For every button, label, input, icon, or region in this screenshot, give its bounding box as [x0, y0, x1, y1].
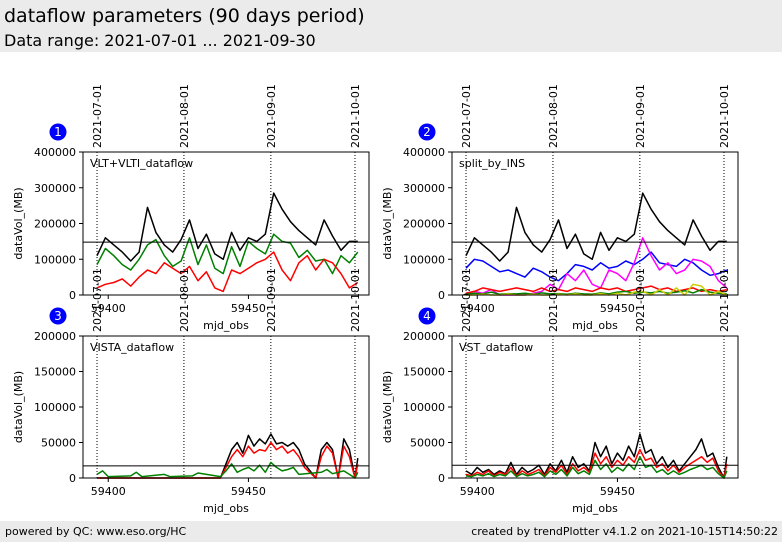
y-tick-label: 100000 [34, 253, 76, 266]
chart-panel-2: 2021-07-01 2021-08-01 2021-09-01 2021-10-01… [381, 84, 739, 332]
date-tick-label: 2021-07-01 [460, 84, 473, 148]
date-tick-label: 2021-10-01 [718, 268, 731, 332]
panel-number-badge [49, 307, 67, 325]
y-axis-label: dataVol_(MB) [12, 371, 25, 443]
series-line-black [465, 433, 728, 479]
date-tick-label: 2021-09-01 [634, 268, 647, 332]
x-tick-label: 59400 [460, 302, 495, 315]
y-axis-label: dataVol_(MB) [12, 187, 25, 259]
series-line-green [96, 233, 359, 275]
date-tick-label: 2021-10-01 [349, 84, 362, 148]
x-axis-label: mjd_obs [572, 319, 618, 332]
footer-created: created by trendPlotter v4.1.2 on 2021-1… [471, 525, 778, 538]
y-tick-label: 0 [438, 289, 445, 302]
y-tick-label: 100000 [403, 253, 445, 266]
chart-panel-1: 2021-07-01 2021-08-01 2021-09-01 2021-10-01… [12, 84, 370, 332]
date-tick-label: 2021-07-01 [91, 84, 104, 148]
panel-number-badge [418, 307, 436, 325]
y-tick-label: 300000 [403, 182, 445, 195]
y-tick-label: 150000 [34, 366, 76, 379]
panel-label: split_by_INS [459, 157, 525, 170]
x-tick-label: 59450 [600, 485, 635, 498]
header-bar: dataflow parameters (90 days period) Dat… [0, 0, 782, 52]
y-tick-label: 200000 [403, 218, 445, 231]
x-tick-label: 59400 [460, 485, 495, 498]
y-axis-label: dataVol_(MB) [381, 371, 394, 443]
y-tick-label: 400000 [34, 146, 76, 159]
footer-bar: powered by QC: www.eso.org/HC created by… [0, 521, 782, 542]
date-tick-label: 2021-08-01 [178, 84, 191, 148]
series-line-red [465, 285, 727, 294]
plot-frame [82, 335, 370, 479]
y-tick-label: 400000 [403, 146, 445, 159]
panel-number-label: 2 [423, 125, 431, 139]
footer-credit: powered by QC: www.eso.org/HC [5, 525, 187, 538]
x-axis-label: mjd_obs [203, 502, 249, 515]
series-line-red [465, 448, 728, 479]
date-tick-label: 2021-09-01 [265, 268, 278, 332]
y-tick-label: 300000 [34, 182, 76, 195]
date-tick-label: 2021-08-01 [178, 268, 191, 332]
date-tick-label: 2021-08-01 [547, 268, 560, 332]
y-tick-label: 100000 [34, 401, 76, 414]
x-axis-label: mjd_obs [203, 319, 249, 332]
plot-frame [451, 335, 739, 479]
series-line-black [96, 192, 358, 262]
y-tick-label: 50000 [41, 437, 76, 450]
date-tick-label: 2021-07-01 [460, 268, 473, 332]
series-line-black [97, 433, 359, 479]
y-tick-label: 100000 [403, 401, 445, 414]
panel-label: VLT+VLTI_dataflow [90, 157, 193, 170]
y-tick-label: 200000 [34, 218, 76, 231]
x-axis-label: mjd_obs [572, 502, 618, 515]
y-tick-label: 50000 [410, 437, 445, 450]
y-tick-label: 0 [69, 472, 76, 485]
page-title: dataflow parameters (90 days period) [4, 5, 365, 27]
series-line-blue [465, 251, 728, 282]
panel-number-label: 1 [54, 125, 62, 139]
y-axis-label: dataVol_(MB) [381, 187, 394, 259]
series-line-green [96, 461, 359, 479]
x-tick-label: 59400 [91, 302, 126, 315]
panel-label: VISTA_dataflow [90, 341, 174, 354]
page-subtitle: Data range: 2021-07-01 ... 2021-09-30 [4, 31, 316, 50]
panel-label: VST_dataflow [459, 341, 533, 354]
date-tick-label: 2021-10-01 [349, 268, 362, 332]
x-tick-label: 59400 [91, 485, 126, 498]
chart-panel-3: 2021-07-01 2021-08-01 2021-09-01 2021-10-01… [12, 268, 370, 515]
x-tick-label: 59450 [231, 485, 266, 498]
series-line-yellow [466, 283, 728, 296]
date-tick-label: 2021-09-01 [265, 84, 278, 148]
series-line-red [96, 251, 359, 293]
x-tick-label: 59450 [231, 302, 266, 315]
panel-number-label: 3 [54, 309, 62, 323]
y-tick-label: 0 [438, 472, 445, 485]
date-tick-label: 2021-08-01 [547, 84, 560, 148]
y-tick-label: 0 [69, 289, 76, 302]
panel-number-badge [418, 123, 436, 141]
panel-number-badge [49, 123, 67, 141]
x-tick-label: 59450 [600, 302, 635, 315]
chart-panel-4: 2021-07-01 2021-08-01 2021-09-01 2021-10-01… [381, 268, 739, 515]
panel-number-label: 4 [423, 309, 431, 323]
y-tick-label: 200000 [403, 330, 445, 343]
date-tick-label: 2021-10-01 [718, 84, 731, 148]
date-tick-label: 2021-09-01 [634, 84, 647, 148]
series-line-black [465, 192, 727, 262]
date-tick-label: 2021-07-01 [91, 268, 104, 332]
y-tick-label: 200000 [34, 330, 76, 343]
y-tick-label: 150000 [403, 366, 445, 379]
